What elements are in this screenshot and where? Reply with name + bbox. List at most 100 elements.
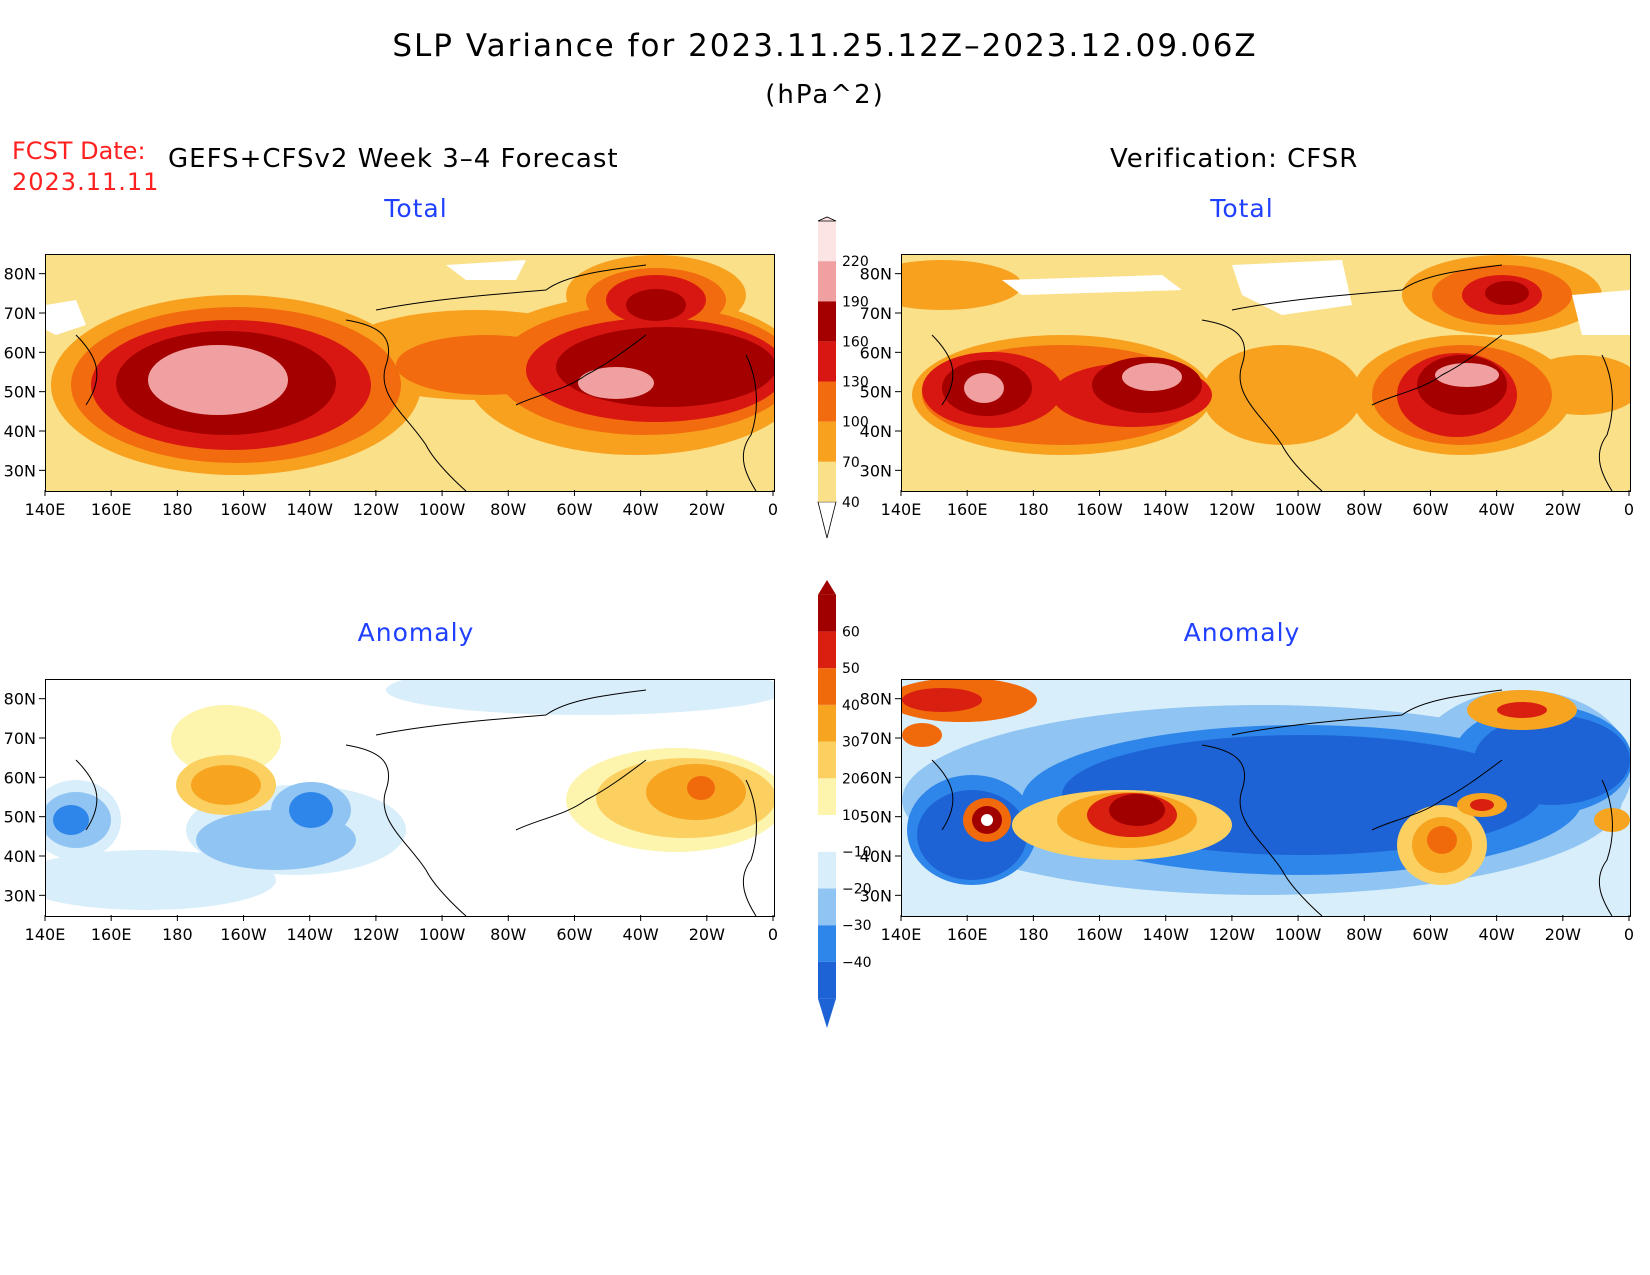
- total-colorbar-swatch: [818, 221, 836, 262]
- fcst-date-label: FCST Date:: [12, 137, 146, 165]
- lat-tick-label: 70N: [860, 729, 892, 748]
- lat-tick-label: 40N: [4, 847, 36, 866]
- lat-tick-label: 30N: [860, 461, 892, 480]
- lon-tick-label: 20W: [1545, 925, 1581, 944]
- lat-tick-label: 40N: [4, 422, 36, 441]
- lon-tick-label: 60W: [556, 925, 592, 944]
- lon-tick-label: 140E: [25, 500, 66, 519]
- anomaly-colorbar-swatch: [818, 778, 836, 816]
- forecast-anomaly-map: [45, 679, 775, 917]
- lon-tick-label: 40W: [1479, 925, 1515, 944]
- lon-tick-label: 120W: [353, 925, 400, 944]
- coastlines: [75, 689, 757, 916]
- anomaly-colorbar-label: −20: [842, 881, 872, 897]
- lon-tick-label: 40W: [1479, 500, 1515, 519]
- lat-tick-label: 60N: [860, 768, 892, 787]
- lon-tick-label: 140W: [287, 500, 334, 519]
- anomaly-colorbar-swatch: [818, 815, 836, 852]
- anomaly-colorbar-swatch: [818, 851, 836, 889]
- lat-tick-label: 50N: [4, 383, 36, 402]
- lon-tick-label: 180: [162, 925, 193, 944]
- verification-total-contours: [902, 255, 1630, 455]
- lon-tick-label: 160W: [220, 925, 267, 944]
- lon-tick-label: 140E: [25, 925, 66, 944]
- lon-tick-label: 0: [768, 500, 778, 519]
- lat-tick-label: 70N: [860, 304, 892, 323]
- lat-tick-label: 80N: [860, 265, 892, 284]
- fcst-date-value: 2023.11.11: [12, 168, 160, 196]
- lon-tick-label: 20W: [689, 925, 725, 944]
- lat-tick-label: 80N: [4, 690, 36, 709]
- lat-tick-label: 30N: [4, 461, 36, 480]
- lon-tick-label: 80W: [1346, 925, 1382, 944]
- lon-tick-label: 160W: [1076, 500, 1123, 519]
- lon-tick-label: 140E: [881, 500, 922, 519]
- verification-anomaly-contours: [902, 680, 1630, 895]
- lat-tick-label: 30N: [860, 886, 892, 905]
- lon-tick-label: 20W: [1545, 500, 1581, 519]
- coastlines: [931, 689, 1613, 916]
- forecast-column-title: GEFS+CFSv2 Week 3–4 Forecast: [168, 144, 619, 174]
- lat-tick-label: 50N: [860, 383, 892, 402]
- lon-tick-label: 140E: [881, 925, 922, 944]
- verification-total-title: Total: [1210, 194, 1274, 223]
- anomaly-colorbar-label: 10: [842, 808, 860, 824]
- total-colorbar-swatch: [818, 341, 836, 382]
- forecast-anomaly-contours: [46, 680, 774, 910]
- lon-tick-label: 160W: [1076, 925, 1123, 944]
- anomaly-colorbar-lower-tip: [818, 998, 836, 1028]
- total-colorbar-swatch: [818, 461, 836, 502]
- lat-tick-label: 60N: [860, 343, 892, 362]
- lat-tick-label: 50N: [4, 808, 36, 827]
- total-colorbar-lower-tip: [817, 501, 837, 539]
- lon-tick-label: 180: [1018, 925, 1049, 944]
- lat-tick-label: 40N: [860, 847, 892, 866]
- lon-tick-label: 120W: [1209, 925, 1256, 944]
- anomaly-colorbar-label: −30: [842, 918, 872, 934]
- lon-tick-label: 0: [1624, 925, 1634, 944]
- total-colorbar-swatch: [818, 301, 836, 342]
- verification-column-title: Verification: CFSR: [1110, 144, 1359, 174]
- anomaly-colorbar-swatch: [818, 704, 836, 742]
- lat-tick-label: 70N: [4, 304, 36, 323]
- lon-tick-label: 180: [162, 500, 193, 519]
- lon-tick-label: 20W: [689, 500, 725, 519]
- total-colorbar-label: 40: [842, 495, 860, 511]
- lon-tick-label: 100W: [1275, 500, 1322, 519]
- lon-tick-label: 140W: [1143, 500, 1190, 519]
- lon-tick-label: 60W: [1412, 500, 1448, 519]
- lon-tick-label: 80W: [490, 925, 526, 944]
- lon-tick-label: 40W: [623, 500, 659, 519]
- lon-tick-label: 180: [1018, 500, 1049, 519]
- lon-tick-label: 140W: [1143, 925, 1190, 944]
- coastlines: [75, 264, 757, 491]
- lon-tick-label: 120W: [353, 500, 400, 519]
- anomaly-colorbar-label: 50: [842, 661, 860, 677]
- lat-tick-label: 30N: [4, 886, 36, 905]
- lon-tick-label: 160E: [947, 925, 988, 944]
- total-colorbar-label: 100: [842, 415, 869, 431]
- forecast-anomaly-title: Anomaly: [357, 618, 475, 647]
- anomaly-colorbar-swatch: [818, 961, 836, 999]
- lon-tick-label: 120W: [1209, 500, 1256, 519]
- verification-total-map: [901, 254, 1631, 492]
- lat-tick-label: 80N: [860, 690, 892, 709]
- lon-tick-label: 40W: [623, 925, 659, 944]
- forecast-total-map: [45, 254, 775, 492]
- lon-tick-label: 60W: [556, 500, 592, 519]
- forecast-total-title: Total: [384, 194, 448, 223]
- lon-tick-label: 160W: [220, 500, 267, 519]
- total-colorbar-swatch: [818, 421, 836, 462]
- lat-tick-label: 40N: [860, 422, 892, 441]
- forecast-total-contours: [46, 255, 774, 475]
- verification-anomaly-map: [901, 679, 1631, 917]
- lon-tick-label: 100W: [419, 925, 466, 944]
- anomaly-colorbar-swatch: [818, 741, 836, 779]
- anomaly-colorbar-upper-tip: [818, 580, 836, 595]
- total-colorbar-label: 130: [842, 375, 869, 391]
- coastlines: [931, 264, 1613, 491]
- total-colorbar-upper-tip: [817, 216, 837, 222]
- lat-tick-label: 80N: [4, 265, 36, 284]
- lat-tick-label: 50N: [860, 808, 892, 827]
